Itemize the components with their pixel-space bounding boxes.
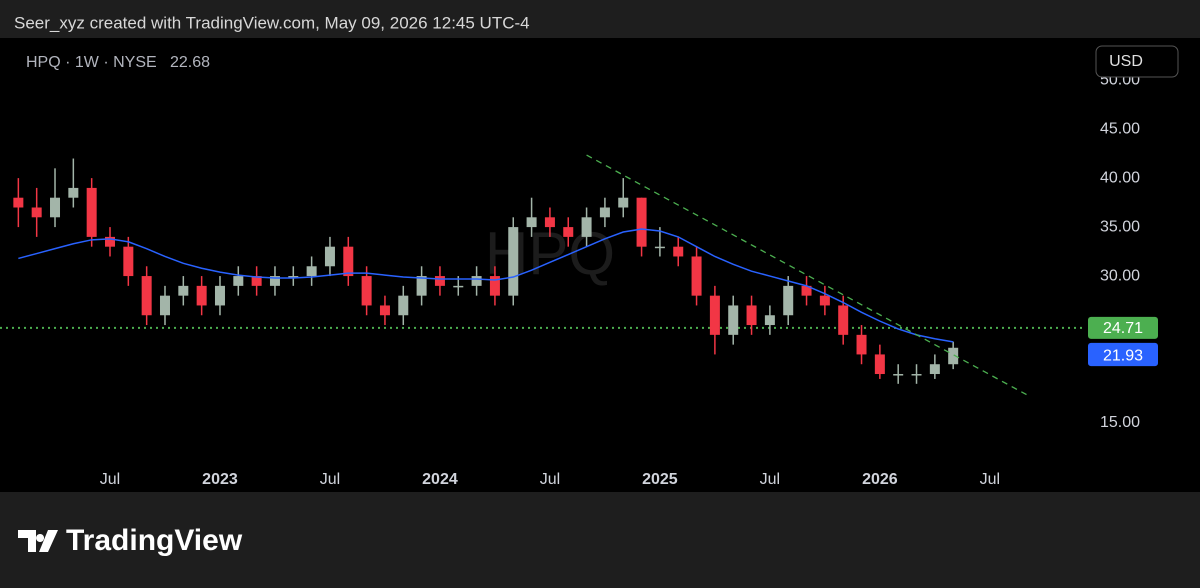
last-price: 22.68 (170, 54, 210, 71)
candle-body (709, 295, 720, 335)
candle-body (324, 246, 335, 267)
candle-body (874, 354, 885, 375)
x-tick-label: Jul (980, 471, 1000, 488)
candle-body (544, 217, 555, 228)
candle-body (819, 295, 830, 306)
y-tick-label: 35.00 (1100, 218, 1140, 235)
candle-body (416, 276, 427, 296)
candle-body (599, 207, 610, 218)
brand-name: TradingView (66, 524, 243, 557)
y-tick-label: 45.00 (1100, 120, 1140, 137)
candle-body (68, 187, 79, 198)
candle-body (526, 217, 537, 228)
x-tick-label: 2025 (642, 471, 678, 488)
legend-title: HPQ · 1W · NYSE (26, 54, 157, 71)
candle-body (911, 374, 922, 376)
chart-panel (0, 38, 1200, 492)
candle-body (13, 197, 24, 208)
x-tick-label: 2024 (422, 471, 458, 488)
price-badge (1088, 344, 1158, 367)
x-tick-label: Jul (760, 471, 780, 488)
candle-body (141, 276, 152, 316)
candle-body (269, 276, 280, 286)
candle-body (783, 285, 794, 316)
candle-body (893, 374, 904, 376)
candle-body (379, 305, 390, 316)
candle-body (159, 295, 170, 316)
candle-body (251, 276, 262, 286)
candle-body (86, 187, 97, 237)
price-badge (1088, 316, 1158, 339)
candle-body (948, 347, 959, 365)
candle-body (343, 246, 354, 277)
candle-body (123, 246, 134, 277)
candle-body (178, 285, 189, 296)
x-tick-label: 2026 (862, 471, 898, 488)
currency-button[interactable] (1095, 45, 1179, 78)
candle-body (618, 197, 629, 208)
y-tick-label: 15.00 (1100, 414, 1140, 431)
candle-body (233, 276, 244, 286)
price-axis: 15.0030.0035.0040.0045.0050.0024.7123.28… (1088, 71, 1158, 431)
candle-body (654, 246, 665, 249)
x-tick-label: Jul (540, 471, 560, 488)
candle-body (471, 276, 482, 286)
plot (0, 154, 1085, 396)
candle-body (31, 207, 42, 218)
candle-body (856, 334, 867, 355)
candle-body (563, 227, 574, 237)
brand-logo: TradingView (18, 524, 243, 557)
candle-body (306, 266, 317, 277)
candle-body (581, 217, 592, 237)
x-tick-label: Jul (320, 471, 340, 488)
logo-icon (18, 530, 58, 552)
candle-body (838, 305, 849, 335)
candle-body (105, 236, 115, 247)
candle-body (434, 276, 445, 286)
y-tick-label: 30.00 (1100, 267, 1140, 284)
x-tick-label: 2023 (202, 471, 238, 488)
candle-body (50, 197, 61, 218)
candle-body (636, 197, 647, 247)
currency-label: USD (1109, 53, 1143, 70)
x-tick-label: Jul (100, 471, 120, 488)
price-badge-label: 21.93 (1103, 347, 1143, 364)
candle-body (453, 285, 464, 288)
candle-body (196, 285, 207, 306)
candle-body (489, 276, 500, 296)
candle-body (746, 305, 757, 326)
candle-body (728, 305, 739, 335)
candle-body (361, 276, 372, 306)
attribution: Seer_xyz created with TradingView.com, M… (14, 13, 530, 32)
candle-body (929, 364, 940, 375)
candle-body (764, 315, 775, 326)
price-badge-label: 24.71 (1103, 320, 1143, 337)
candle-body (691, 256, 702, 296)
y-tick-label: 40.00 (1100, 169, 1140, 186)
candle-body (214, 285, 225, 306)
candle-body (288, 276, 299, 278)
candle-body (508, 227, 519, 296)
candle-body (673, 246, 684, 257)
candle-body (398, 295, 409, 316)
moving-average (18, 228, 954, 343)
candle-body (801, 285, 812, 296)
